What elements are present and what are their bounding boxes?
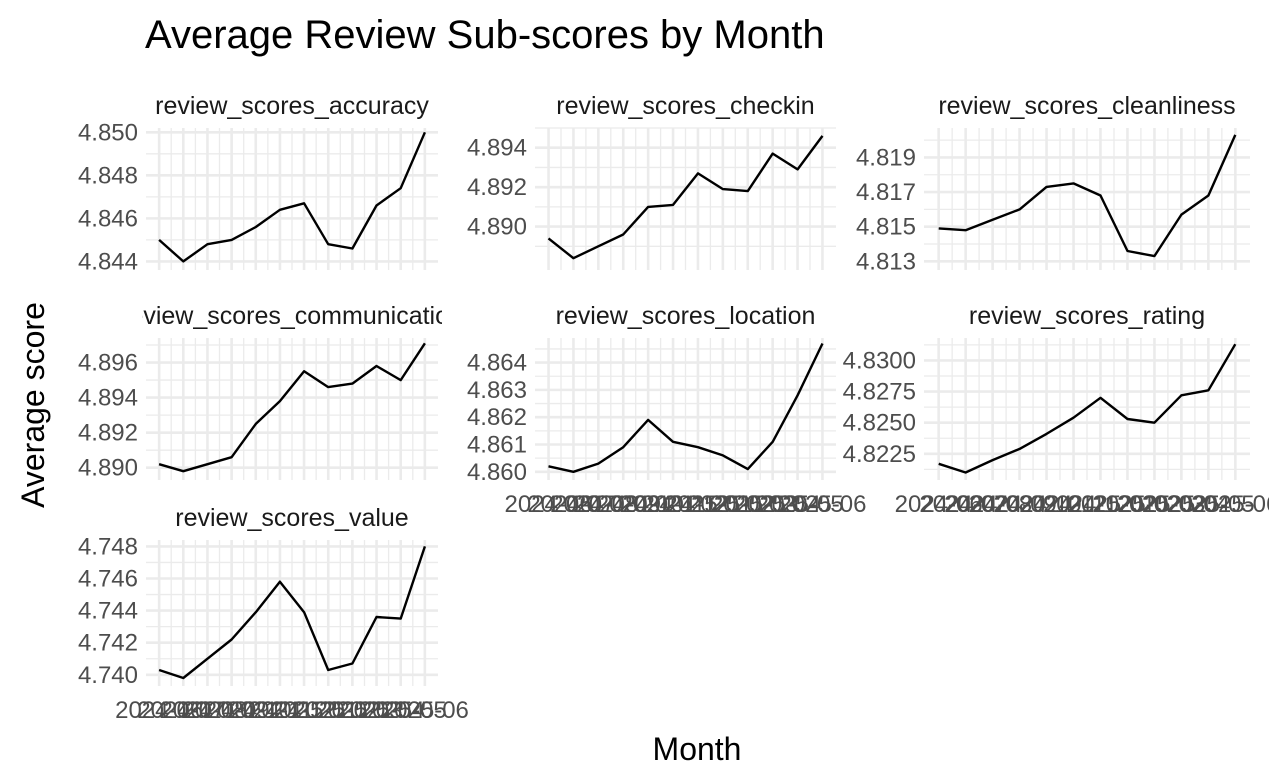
y-tick-label: 4.861 <box>467 432 527 459</box>
x-tick-label: 2025-03 <box>1117 491 1205 518</box>
y-tick-label: 4.892 <box>78 420 138 447</box>
facet-strip-label: review_scores_value <box>175 504 408 532</box>
y-tick-label: 4.817 <box>856 179 916 206</box>
series-line <box>158 342 426 473</box>
facet-panel: review_scores_cleanliness 4.813 4.815 4.817… <box>856 92 1250 275</box>
x-tick-label: 2025-01 <box>664 491 752 518</box>
x-tick-label: 2024-08 <box>550 491 638 518</box>
x-tick-label: 2025-04 <box>1142 491 1230 518</box>
facet-strip-label: review_scores_rating <box>969 302 1205 330</box>
x-tick-label: 2025-05 <box>756 491 844 518</box>
x-tick-label: 2024-12 <box>1043 491 1131 518</box>
x-tick-label: 2024-11 <box>1019 491 1105 518</box>
y-tick-label: 4.813 <box>856 248 916 275</box>
series-line <box>548 342 824 473</box>
facet-strip-label: review_scores_checkin <box>556 92 814 120</box>
x-tick-label: 2025-06 <box>1191 491 1269 518</box>
y-tick-label: 4.862 <box>467 404 527 431</box>
series-line <box>938 343 1237 474</box>
x-tick-label: 2024-06 <box>115 697 203 724</box>
y-tick-label: 4.848 <box>78 162 138 189</box>
x-tick-label: 2024-10 <box>596 491 684 518</box>
x-tick-label: 2024-12 <box>248 697 336 724</box>
x-tick-label: 2024-06 <box>505 491 593 518</box>
facet-panel: review_scores_checkin 4.890 4.892 4.894 <box>467 92 836 270</box>
facet-panels: review_scores_accuracy 4.844 4.846 4.848 4.8… <box>78 92 1269 724</box>
x-tick-label: 2025-02 <box>687 491 775 518</box>
y-tick-label: 4.8225 <box>843 441 916 468</box>
x-tick-label: 2024-07 <box>919 491 1007 518</box>
x-tick-label: 2025-04 <box>337 697 425 724</box>
x-tick-label: 2025-03 <box>710 491 798 518</box>
x-tick-label: 2024-11 <box>620 491 706 518</box>
x-tick-label: 2024-06 <box>895 491 983 518</box>
x-tick-label: 2025-02 <box>292 697 380 724</box>
x-tick-label: 2024-10 <box>994 491 1082 518</box>
x-tick-label: 2024-10 <box>204 697 292 724</box>
y-tick-label: 4.890 <box>78 455 138 482</box>
y-tick-label: 4.740 <box>78 662 138 689</box>
x-tick-label: 2024-09 <box>573 491 661 518</box>
x-tick-label: 2024-11 <box>227 697 313 724</box>
y-tick-label: 4.744 <box>78 598 138 625</box>
y-tick-label: 4.894 <box>78 385 138 412</box>
facet-panel: review_scores_accuracy 4.844 4.846 4.848 4.8… <box>78 92 438 275</box>
x-tick-label: 2024-12 <box>641 491 729 518</box>
y-tick-label: 4.864 <box>467 350 527 377</box>
x-tick-label: 2025-02 <box>1092 491 1180 518</box>
x-tick-label: 2025-04 <box>733 491 821 518</box>
y-tick-label: 4.8300 <box>843 347 916 374</box>
x-tick-label: 2024-08 <box>944 491 1032 518</box>
facet-strip-label: review_scores_accuracy <box>155 92 429 120</box>
y-tick-label: 4.819 <box>856 144 916 171</box>
x-tick-label: 2025-01 <box>270 697 358 724</box>
x-tick-label: 2024-09 <box>182 697 270 724</box>
facet-panel: review_scores_communication 4.890 4.892 4.8… <box>78 302 463 482</box>
y-tick-label: 4.8275 <box>843 379 916 406</box>
y-tick-label: 4.8250 <box>843 410 916 437</box>
facet-panel: review_scores_value 4.740 4.742 4.744 4.746 4… <box>78 504 469 724</box>
x-tick-label: 2025-05 <box>1167 491 1255 518</box>
y-tick-label: 4.890 <box>467 214 527 241</box>
y-tick-label: 4.846 <box>78 205 138 232</box>
y-tick-label: 4.892 <box>467 174 527 201</box>
series-line <box>158 546 427 680</box>
x-tick-label: 2024-08 <box>159 697 247 724</box>
facet-strip-label: review_scores_communication <box>121 302 463 330</box>
facet-panel: review_scores_location4.8604.8614.8624.8… <box>467 302 867 518</box>
y-tick-label: 4.894 <box>467 135 527 162</box>
series-line <box>158 131 427 263</box>
x-tick-label: 2025-06 <box>381 697 469 724</box>
facet-panel: review_scores_rating 4.8225 4.8250 4.8275 4.… <box>843 302 1269 518</box>
x-tick-label: 2025-01 <box>1068 491 1156 518</box>
y-tick-label: 4.850 <box>78 119 138 146</box>
x-tick-label: 2024-09 <box>969 491 1057 518</box>
y-tick-label: 4.742 <box>78 630 138 657</box>
facet-strip-label: review_scores_location <box>556 302 816 330</box>
series-line <box>547 135 824 260</box>
x-tick-label: 2025-03 <box>314 697 402 724</box>
y-tick-label: 4.815 <box>856 214 916 241</box>
y-tick-label: 4.746 <box>78 566 138 593</box>
y-tick-label: 4.748 <box>78 533 138 560</box>
facet-strip-label: review_scores_cleanliness <box>938 92 1235 120</box>
x-tick-label: 2025-06 <box>778 491 866 518</box>
chart-title: Average Review Sub-scores by Month <box>145 13 825 57</box>
y-tick-label: 4.896 <box>78 350 138 377</box>
series-line <box>938 134 1237 258</box>
x-tick-label: 2024-07 <box>527 491 615 518</box>
x-tick-label: 2024-07 <box>137 697 225 724</box>
y-tick-label: 4.860 <box>467 459 527 486</box>
y-tick-label: 4.863 <box>467 377 527 404</box>
x-tick-label: 2025-05 <box>359 697 447 724</box>
x-axis-title: Month <box>653 731 742 767</box>
y-axis-title: Average score <box>15 302 51 508</box>
y-tick-label: 4.844 <box>78 248 138 275</box>
